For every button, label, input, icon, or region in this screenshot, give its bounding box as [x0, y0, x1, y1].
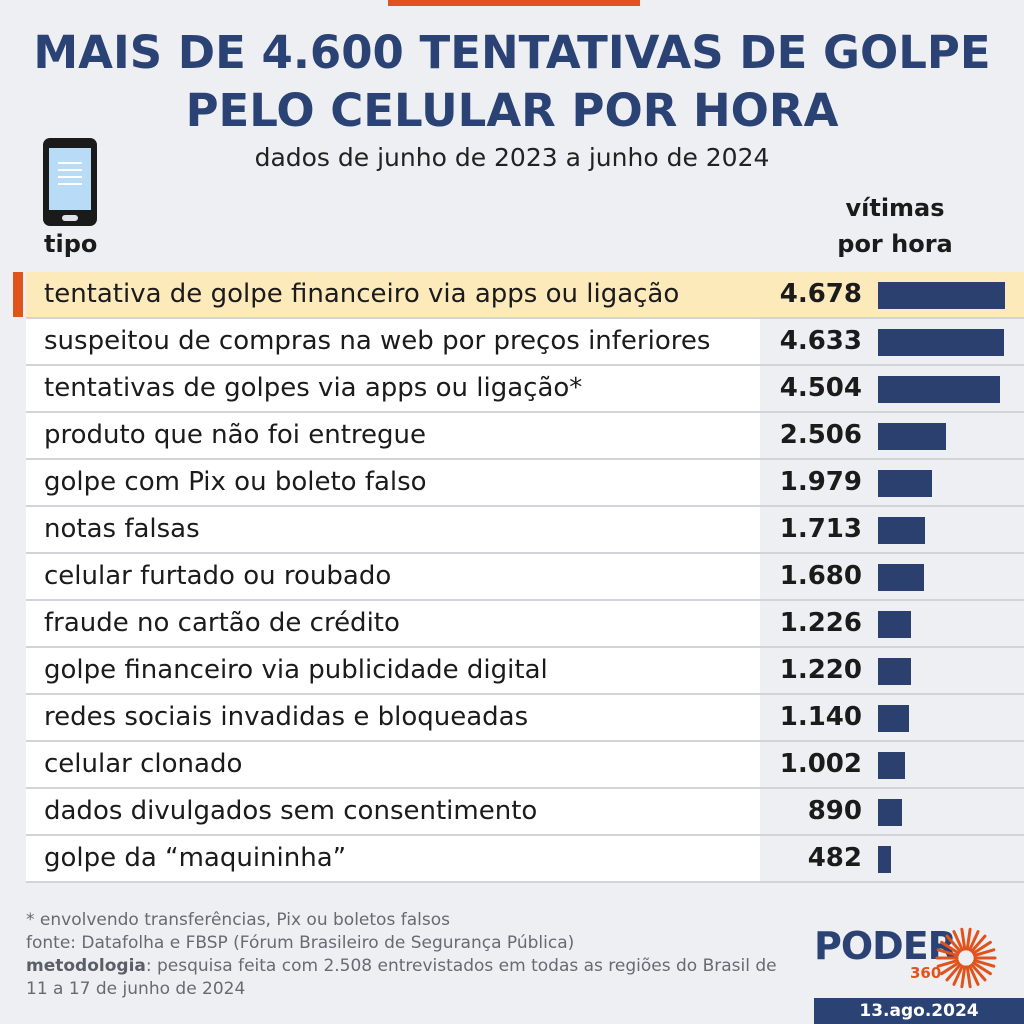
- category-label: suspeitou de compras na web por preços i…: [44, 326, 711, 356]
- bar: [878, 282, 1005, 309]
- category-label: tentativa de golpe financeiro via apps o…: [44, 279, 680, 309]
- bar: [878, 658, 911, 685]
- row-label-cell: celular clonado: [26, 742, 760, 787]
- row-label-cell: tentativas de golpes via apps ou ligação…: [26, 366, 760, 411]
- bar: [878, 423, 946, 450]
- table-row: fraude no cartão de crédito 1.226: [26, 601, 1024, 648]
- table-row: tentativa de golpe financeiro via apps o…: [13, 272, 1024, 319]
- value-label: 1.140: [779, 702, 862, 732]
- row-label-cell: tentativa de golpe financeiro via apps o…: [26, 272, 760, 317]
- poder360-logo: PODER 360: [814, 924, 1004, 989]
- table-row: golpe com Pix ou boleto falso 1.979: [26, 460, 1024, 507]
- table-row: celular furtado ou roubado 1.680: [26, 554, 1024, 601]
- bar-chart-table: tentativa de golpe financeiro via apps o…: [13, 272, 1024, 883]
- column-header-tipo: tipo: [44, 230, 98, 258]
- chart-subtitle: dados de junho de 2023 a junho de 2024: [254, 143, 770, 172]
- row-label-cell: fraude no cartão de crédito: [26, 601, 760, 646]
- category-label: golpe da “maquininha”: [44, 843, 347, 873]
- chart-title: MAIS DE 4.600 TENTATIVAS DE GOLPE PELO C…: [0, 24, 1024, 140]
- footnote-methodology: metodologia: pesquisa feita com 2.508 en…: [26, 955, 786, 1001]
- logo-sub: 360: [910, 964, 942, 982]
- smartphone-icon: [43, 138, 97, 226]
- bar: [878, 564, 924, 591]
- bar: [878, 329, 1004, 356]
- category-label: dados divulgados sem consentimento: [44, 796, 538, 826]
- footnotes: * envolvendo transferências, Pix ou bole…: [26, 909, 786, 1001]
- table-row: golpe financeiro via publicidade digital…: [26, 648, 1024, 695]
- highlight-marker: [13, 272, 23, 317]
- methodology-text: : pesquisa feita com 2.508 entrevistados…: [26, 956, 777, 999]
- row-label-cell: notas falsas: [26, 507, 760, 552]
- category-label: celular furtado ou roubado: [44, 561, 392, 591]
- row-label-cell: golpe da “maquininha”: [26, 836, 760, 881]
- bar: [878, 376, 1000, 403]
- logo-wordmark: PODER: [814, 924, 957, 968]
- row-label-cell: dados divulgados sem consentimento: [26, 789, 760, 834]
- value-label: 1.979: [779, 467, 862, 497]
- value-label: 482: [807, 843, 862, 873]
- row-label-cell: produto que não foi entregue: [26, 413, 760, 458]
- title-line-1: MAIS DE 4.600 TENTATIVAS DE GOLPE: [33, 26, 991, 79]
- category-label: fraude no cartão de crédito: [44, 608, 400, 638]
- value-label: 2.506: [779, 420, 862, 450]
- table-row: dados divulgados sem consentimento 890: [26, 789, 1024, 836]
- bar: [878, 611, 911, 638]
- table-row: golpe da “maquininha” 482: [26, 836, 1024, 883]
- table-row: redes sociais invadidas e bloqueadas 1.14…: [26, 695, 1024, 742]
- row-label-cell: redes sociais invadidas e bloqueadas: [26, 695, 760, 740]
- publication-date: 13.ago.2024: [814, 998, 1024, 1024]
- title-line-2: PELO CELULAR POR HORA: [185, 84, 839, 137]
- category-label: golpe com Pix ou boleto falso: [44, 467, 427, 497]
- sun-logo-icon: [935, 927, 997, 989]
- bar: [878, 517, 925, 544]
- bar: [878, 846, 891, 873]
- row-label-cell: golpe com Pix ou boleto falso: [26, 460, 760, 505]
- category-label: produto que não foi entregue: [44, 420, 427, 450]
- footnote-asterisk: * envolvendo transferências, Pix ou bole…: [26, 910, 450, 930]
- footnote-source: fonte: Datafolha e FBSP (Fórum Brasileir…: [26, 933, 575, 953]
- category-label: golpe financeiro via publicidade digital: [44, 655, 548, 685]
- table-row: tentativas de golpes via apps ou ligação…: [26, 366, 1024, 413]
- category-label: celular clonado: [44, 749, 243, 779]
- category-label: redes sociais invadidas e bloqueadas: [44, 702, 529, 732]
- value-label: 1.680: [779, 561, 862, 591]
- bar: [878, 752, 905, 779]
- value-label: 1.002: [779, 749, 862, 779]
- bar: [878, 470, 932, 497]
- value-label: 4.633: [779, 326, 862, 356]
- category-label: notas falsas: [44, 514, 200, 544]
- value-label: 1.226: [779, 608, 862, 638]
- table-row: suspeitou de compras na web por preços i…: [26, 319, 1024, 366]
- value-label: 4.504: [779, 373, 862, 403]
- category-label: tentativas de golpes via apps ou ligação…: [44, 373, 583, 403]
- bar: [878, 799, 902, 826]
- bar: [878, 705, 909, 732]
- table-row: notas falsas 1.713: [26, 507, 1024, 554]
- value-label: 1.713: [779, 514, 862, 544]
- table-row: produto que não foi entregue 2.506: [26, 413, 1024, 460]
- row-label-cell: suspeitou de compras na web por preços i…: [26, 319, 760, 364]
- value-label: 1.220: [779, 655, 862, 685]
- methodology-label: metodologia: [26, 956, 146, 976]
- value-label: 890: [807, 796, 862, 826]
- row-label-cell: celular furtado ou roubado: [26, 554, 760, 599]
- top-accent-bar: [388, 0, 640, 6]
- column-header-vitimas-line2: por hora: [837, 230, 953, 258]
- row-label-cell: golpe financeiro via publicidade digital: [26, 648, 760, 693]
- column-header-vitimas: vítimas por hora: [820, 190, 970, 262]
- column-header-vitimas-line1: vítimas: [845, 194, 945, 222]
- table-row: celular clonado 1.002: [26, 742, 1024, 789]
- value-label: 4.678: [779, 279, 862, 309]
